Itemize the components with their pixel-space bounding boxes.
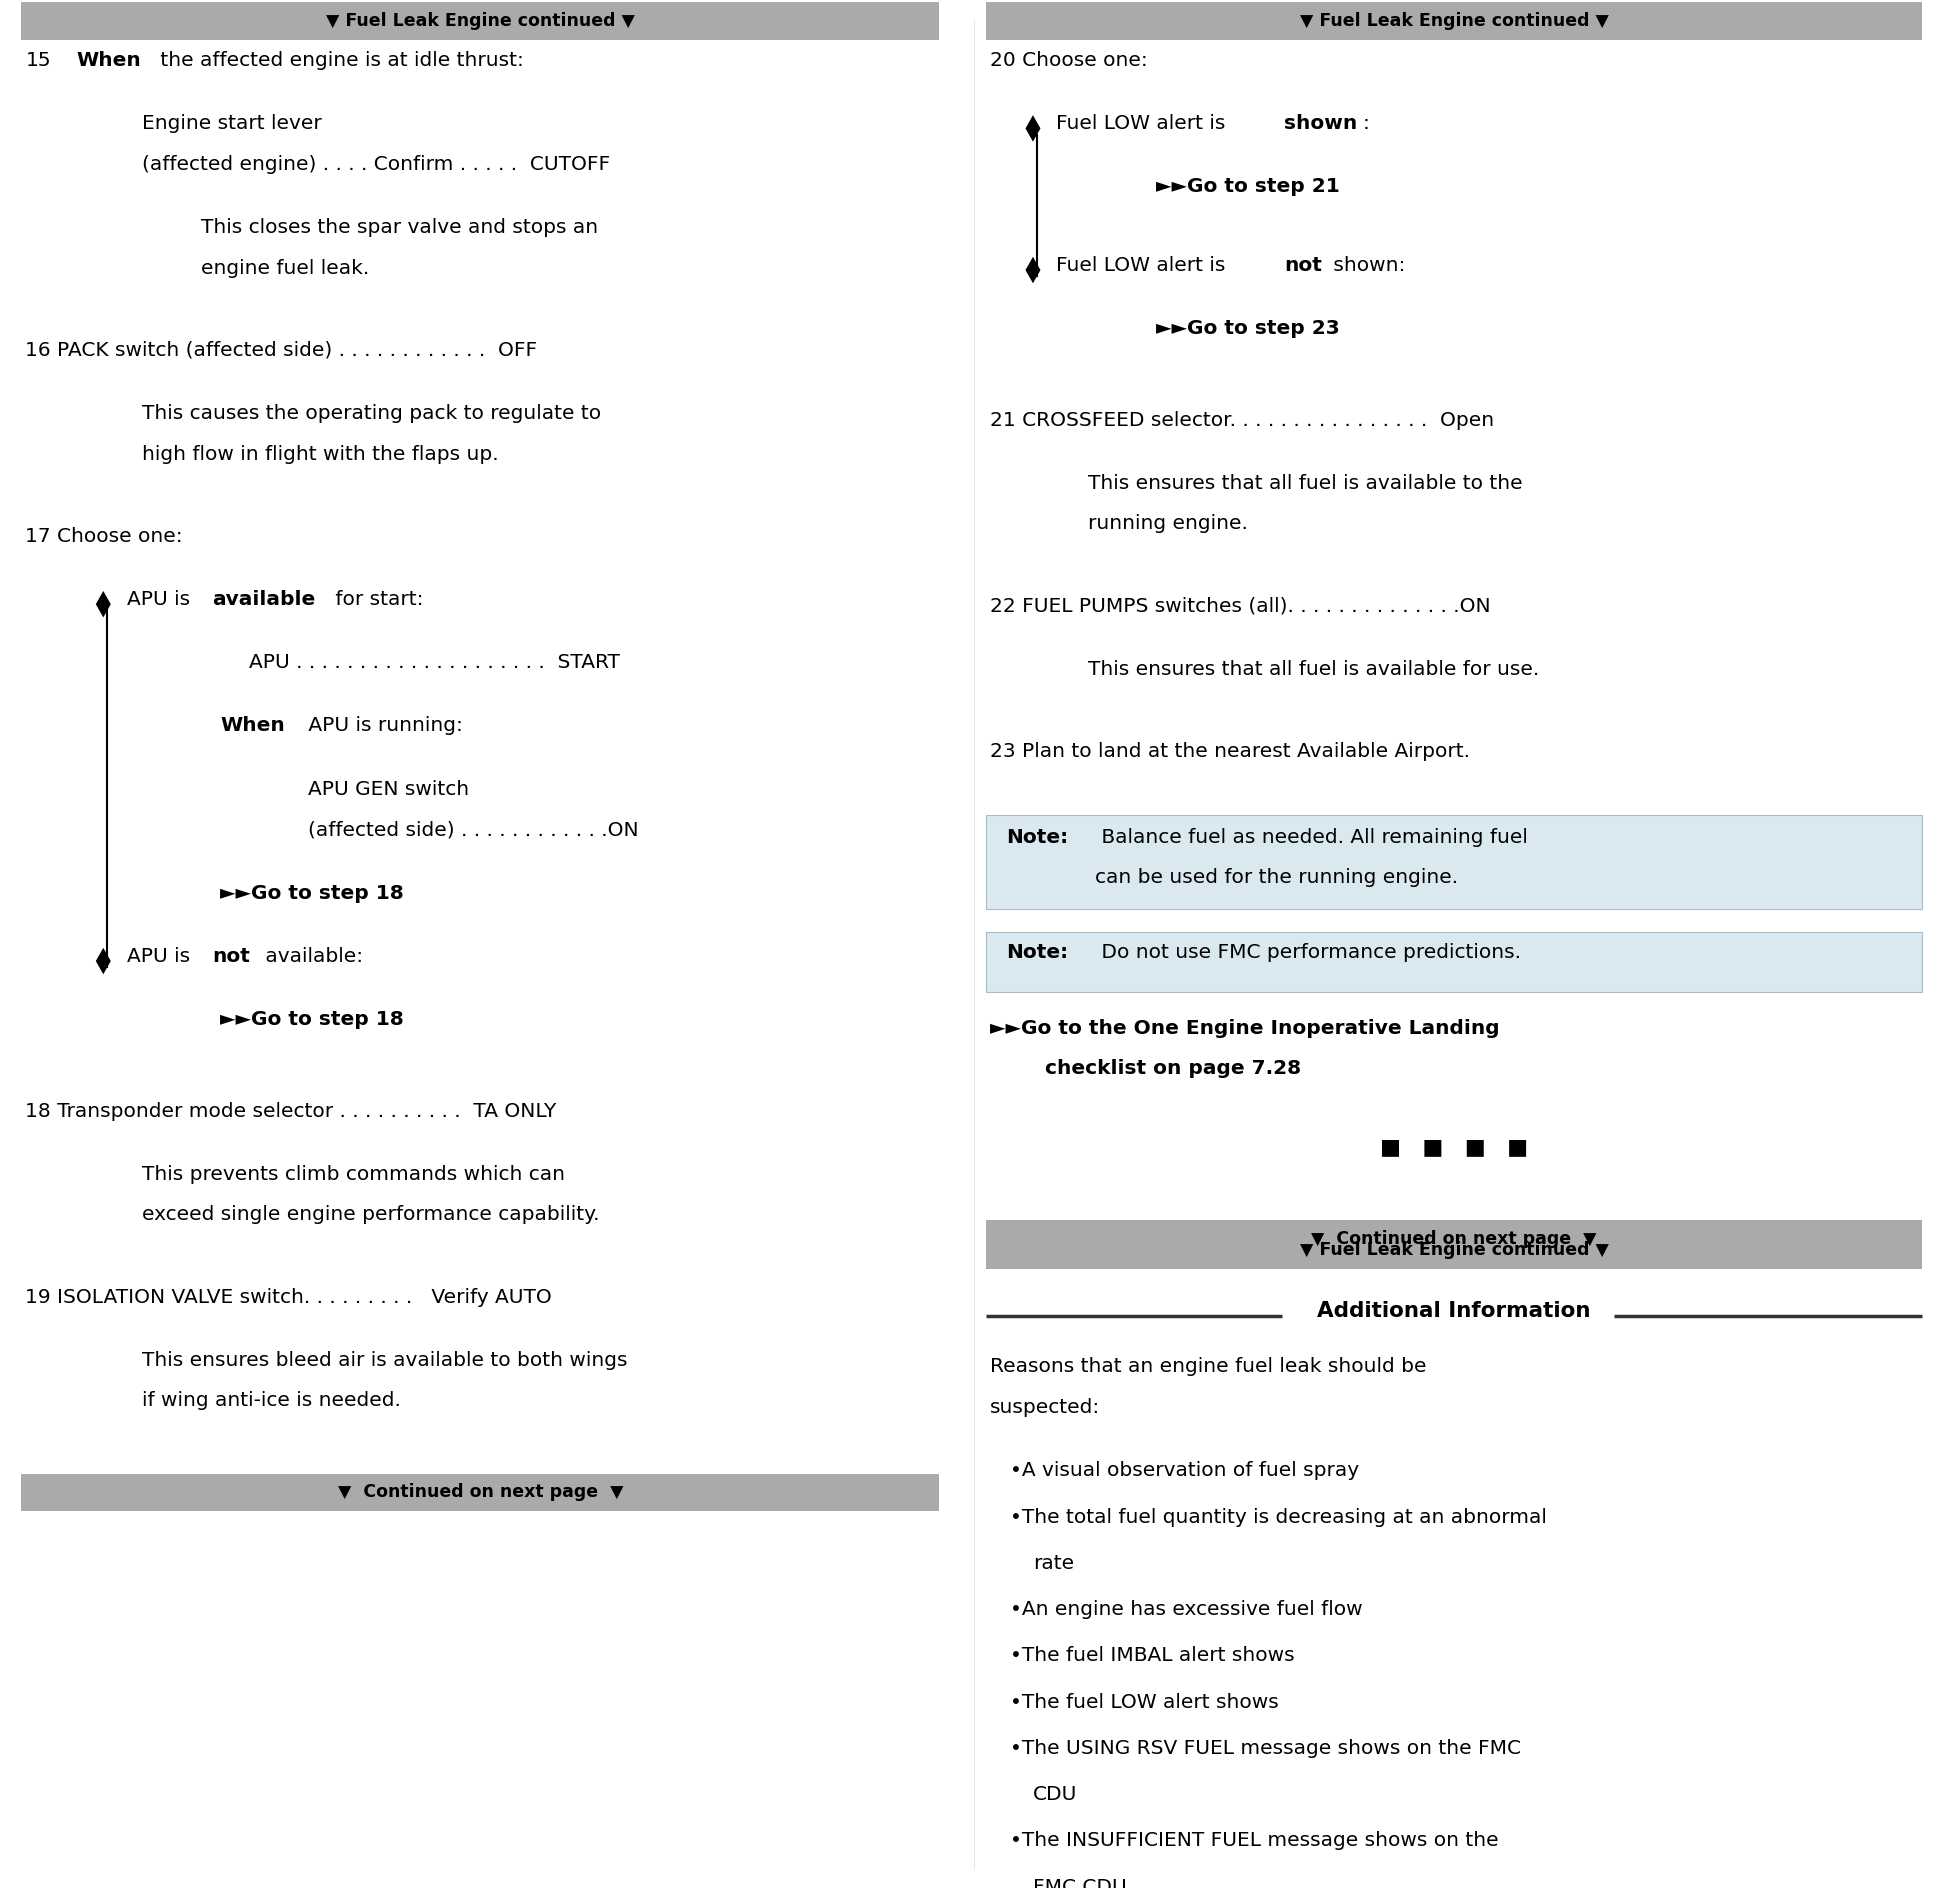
Text: APU is running:: APU is running: xyxy=(302,716,464,736)
FancyBboxPatch shape xyxy=(986,814,1921,908)
Text: 17 Choose one:: 17 Choose one: xyxy=(25,527,183,546)
Text: When: When xyxy=(76,51,140,70)
Text: APU . . . . . . . . . . . . . . . . . . . .  START: APU . . . . . . . . . . . . . . . . . . … xyxy=(249,653,619,672)
FancyBboxPatch shape xyxy=(986,814,1921,908)
FancyBboxPatch shape xyxy=(986,1220,1921,1257)
Text: Note:: Note: xyxy=(1005,942,1068,963)
Text: available:: available: xyxy=(259,946,362,967)
Text: This ensures bleed air is available to both wings: This ensures bleed air is available to b… xyxy=(142,1350,627,1371)
FancyBboxPatch shape xyxy=(21,2,939,40)
Text: ▼ Fuel Leak Engine continued ▼: ▼ Fuel Leak Engine continued ▼ xyxy=(1299,11,1607,30)
Polygon shape xyxy=(95,948,111,974)
Text: APU is: APU is xyxy=(127,946,197,967)
Text: 18 Transponder mode selector . . . . . . . . . .  TA ONLY: 18 Transponder mode selector . . . . . .… xyxy=(25,1101,557,1121)
Text: Engine start lever: Engine start lever xyxy=(142,113,321,134)
Text: not: not xyxy=(212,946,249,967)
Text: APU GEN switch: APU GEN switch xyxy=(308,780,469,799)
Text: checklist on page 7.28: checklist on page 7.28 xyxy=(1044,1059,1299,1078)
Polygon shape xyxy=(1025,115,1040,142)
Text: •A visual observation of fuel spray: •A visual observation of fuel spray xyxy=(1009,1461,1358,1480)
Text: When: When xyxy=(220,716,284,736)
Text: ►►Go to step 23: ►►Go to step 23 xyxy=(1155,319,1338,338)
Text: ■   ■   ■   ■: ■ ■ ■ ■ xyxy=(1379,1137,1527,1157)
Text: available: available xyxy=(212,589,316,610)
FancyBboxPatch shape xyxy=(986,2,1921,40)
Text: Balance fuel as needed. All remaining fuel: Balance fuel as needed. All remaining fu… xyxy=(1095,827,1527,848)
Text: 16 PACK switch (affected side) . . . . . . . . . . . .  OFF: 16 PACK switch (affected side) . . . . .… xyxy=(25,340,538,361)
Text: CDU: CDU xyxy=(1032,1784,1077,1805)
Text: This causes the operating pack to regulate to: This causes the operating pack to regula… xyxy=(142,404,602,423)
Text: Note:: Note: xyxy=(1005,827,1068,848)
FancyBboxPatch shape xyxy=(986,931,1921,991)
Text: engine fuel leak.: engine fuel leak. xyxy=(201,259,368,278)
Text: :: : xyxy=(1362,113,1369,134)
Text: 20 Choose one:: 20 Choose one: xyxy=(990,51,1147,70)
Text: if wing anti-ice is needed.: if wing anti-ice is needed. xyxy=(142,1391,401,1410)
Text: shown:: shown: xyxy=(1327,255,1405,276)
Text: 19 ISOLATION VALVE switch. . . . . . . . .   Verify AUTO: 19 ISOLATION VALVE switch. . . . . . . .… xyxy=(25,1288,551,1306)
Text: ►►Go to step 18: ►►Go to step 18 xyxy=(220,884,403,902)
Text: high flow in flight with the flaps up.: high flow in flight with the flaps up. xyxy=(142,444,499,464)
Text: Reasons that an engine fuel leak should be: Reasons that an engine fuel leak should … xyxy=(990,1357,1426,1376)
Text: 21 CROSSFEED selector. . . . . . . . . . . . . . . .  Open: 21 CROSSFEED selector. . . . . . . . . .… xyxy=(990,410,1494,430)
Text: for start:: for start: xyxy=(329,589,423,610)
Text: •The INSUFFICIENT FUEL message shows on the: •The INSUFFICIENT FUEL message shows on … xyxy=(1009,1831,1498,1850)
Text: APU is: APU is xyxy=(127,589,197,610)
Text: ▼  Continued on next page  ▼: ▼ Continued on next page ▼ xyxy=(337,1484,623,1501)
Text: 23 Plan to land at the nearest Available Airport.: 23 Plan to land at the nearest Available… xyxy=(990,742,1469,761)
Text: ►►Go to step 18: ►►Go to step 18 xyxy=(220,1010,403,1029)
Text: exceed single engine performance capability.: exceed single engine performance capabil… xyxy=(142,1205,600,1225)
Text: Fuel LOW alert is: Fuel LOW alert is xyxy=(1056,113,1231,134)
Text: •The fuel IMBAL alert shows: •The fuel IMBAL alert shows xyxy=(1009,1646,1293,1665)
Text: This ensures that all fuel is available to the: This ensures that all fuel is available … xyxy=(1087,474,1521,493)
Text: rate: rate xyxy=(1032,1554,1073,1573)
Text: 15: 15 xyxy=(25,51,51,70)
Polygon shape xyxy=(1025,257,1040,283)
Text: running engine.: running engine. xyxy=(1087,514,1247,534)
Text: •The USING RSV FUEL message shows on the FMC: •The USING RSV FUEL message shows on the… xyxy=(1009,1739,1519,1758)
Text: (affected engine) . . . . Confirm . . . . .  CUTOFF: (affected engine) . . . . Confirm . . . … xyxy=(142,155,610,174)
Text: This ensures that all fuel is available for use.: This ensures that all fuel is available … xyxy=(1087,659,1539,680)
Text: •The fuel LOW alert shows: •The fuel LOW alert shows xyxy=(1009,1692,1278,1712)
Text: shown: shown xyxy=(1284,113,1358,134)
Text: ▼ Fuel Leak Engine continued ▼: ▼ Fuel Leak Engine continued ▼ xyxy=(325,11,635,30)
Text: (affected side) . . . . . . . . . . . .ON: (affected side) . . . . . . . . . . . .O… xyxy=(308,819,639,840)
Text: 22 FUEL PUMPS switches (all). . . . . . . . . . . . . .ON: 22 FUEL PUMPS switches (all). . . . . . … xyxy=(990,597,1490,615)
Text: the affected engine is at idle thrust:: the affected engine is at idle thrust: xyxy=(154,51,524,70)
Text: suspected:: suspected: xyxy=(990,1397,1101,1418)
Text: ▼ Fuel Leak Engine continued ▼: ▼ Fuel Leak Engine continued ▼ xyxy=(1299,1240,1607,1259)
Text: ►►Go to step 21: ►►Go to step 21 xyxy=(1155,177,1338,196)
Text: Additional Information: Additional Information xyxy=(1317,1301,1590,1322)
FancyBboxPatch shape xyxy=(986,1231,1921,1269)
Text: Fuel LOW alert is: Fuel LOW alert is xyxy=(1056,255,1231,276)
Text: FMC CDU: FMC CDU xyxy=(1032,1877,1126,1888)
FancyBboxPatch shape xyxy=(21,1473,939,1510)
Text: can be used for the running engine.: can be used for the running engine. xyxy=(1095,868,1457,887)
Text: ▼  Continued on next page  ▼: ▼ Continued on next page ▼ xyxy=(1311,1229,1595,1248)
Polygon shape xyxy=(95,591,111,617)
Text: ►►Go to the One Engine Inoperative Landing: ►►Go to the One Engine Inoperative Landi… xyxy=(990,1018,1498,1038)
Text: This closes the spar valve and stops an: This closes the spar valve and stops an xyxy=(201,217,598,238)
Text: Do not use FMC performance predictions.: Do not use FMC performance predictions. xyxy=(1095,942,1521,963)
Text: •The total fuel quantity is decreasing at an abnormal: •The total fuel quantity is decreasing a… xyxy=(1009,1507,1545,1527)
Text: not: not xyxy=(1284,255,1321,276)
Text: This prevents climb commands which can: This prevents climb commands which can xyxy=(142,1165,565,1184)
Text: •An engine has excessive fuel flow: •An engine has excessive fuel flow xyxy=(1009,1599,1362,1620)
